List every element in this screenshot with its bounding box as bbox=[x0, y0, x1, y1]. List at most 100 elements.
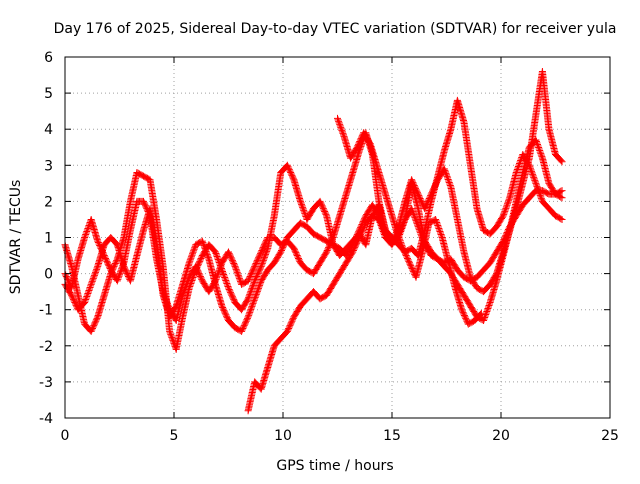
data-point-marker bbox=[235, 273, 243, 281]
data-point-marker bbox=[530, 175, 538, 183]
data-point-marker bbox=[92, 316, 100, 324]
data-point-marker bbox=[245, 292, 253, 300]
data-point-marker bbox=[255, 267, 263, 275]
data-point-marker bbox=[322, 210, 330, 218]
data-point-marker bbox=[335, 119, 343, 127]
data-point-marker bbox=[248, 268, 256, 276]
data-point-marker bbox=[91, 319, 99, 327]
data-point-marker bbox=[259, 258, 267, 266]
data-point-marker bbox=[247, 305, 255, 313]
data-point-marker bbox=[86, 283, 94, 291]
data-point-marker bbox=[196, 257, 204, 265]
data-point-marker bbox=[87, 282, 95, 290]
data-point-marker bbox=[104, 259, 112, 267]
data-point-marker bbox=[86, 285, 94, 293]
data-point-marker bbox=[221, 275, 229, 283]
data-point-marker bbox=[251, 261, 259, 269]
data-point-marker bbox=[168, 333, 176, 341]
data-point-marker bbox=[486, 300, 494, 308]
data-point-marker bbox=[195, 270, 203, 278]
data-point-marker bbox=[298, 200, 306, 208]
y-tick-label: -2 bbox=[39, 339, 53, 355]
data-point-marker bbox=[244, 295, 252, 303]
data-point-marker bbox=[110, 262, 118, 270]
data-point-marker bbox=[248, 302, 256, 310]
data-point-marker bbox=[168, 335, 176, 343]
data-point-marker bbox=[82, 229, 90, 237]
data-point-marker bbox=[284, 163, 292, 171]
chart-title: Day 176 of 2025, Sidereal Day-to-day VTE… bbox=[54, 21, 617, 37]
data-point-marker bbox=[83, 291, 91, 299]
data-point-marker bbox=[262, 249, 270, 257]
data-point-marker bbox=[225, 248, 232, 256]
data-point-marker bbox=[318, 202, 326, 210]
data-point-marker bbox=[436, 227, 444, 235]
data-point-marker bbox=[297, 199, 305, 207]
data-point-marker bbox=[538, 153, 546, 161]
data-point-marker bbox=[295, 256, 303, 264]
data-point-marker bbox=[83, 227, 91, 235]
data-point-marker bbox=[434, 223, 442, 231]
data-point-marker bbox=[193, 265, 201, 273]
data-point-marker bbox=[253, 289, 261, 297]
data-point-marker bbox=[117, 268, 125, 276]
data-point-marker bbox=[259, 256, 267, 264]
x-tick-label: 15 bbox=[383, 428, 401, 444]
data-point-marker bbox=[335, 117, 343, 125]
data-point-marker bbox=[253, 257, 261, 265]
data-point-marker bbox=[226, 251, 234, 259]
data-point-marker bbox=[95, 240, 103, 248]
data-point-marker bbox=[88, 326, 96, 334]
data-point-marker bbox=[515, 161, 523, 169]
data-point-marker bbox=[250, 298, 258, 306]
data-point-marker bbox=[505, 195, 513, 203]
data-point-marker bbox=[558, 194, 566, 202]
y-tick-label: 3 bbox=[44, 158, 53, 174]
data-point-marker bbox=[484, 303, 492, 311]
data-point-marker bbox=[113, 277, 121, 285]
data-point-marker bbox=[291, 246, 299, 254]
data-point-marker bbox=[141, 202, 149, 210]
data-point-marker bbox=[189, 248, 197, 256]
data-point-marker bbox=[248, 301, 256, 309]
data-point-marker bbox=[317, 200, 325, 208]
data-point-marker bbox=[262, 238, 270, 246]
data-point-marker bbox=[338, 128, 346, 136]
data-point-marker bbox=[501, 206, 509, 214]
data-point-marker bbox=[319, 205, 327, 213]
data-point-marker bbox=[260, 255, 268, 263]
data-point-marker bbox=[483, 308, 491, 316]
data-point-marker bbox=[480, 315, 488, 323]
data-point-marker bbox=[530, 173, 538, 181]
y-tick-label: 0 bbox=[44, 267, 53, 283]
y-tick-label: -3 bbox=[39, 375, 53, 391]
data-point-marker bbox=[255, 254, 263, 262]
data-point-marker bbox=[234, 271, 242, 279]
data-point-marker bbox=[250, 278, 258, 286]
data-point-marker bbox=[249, 281, 257, 289]
data-point-marker bbox=[246, 272, 254, 280]
data-point-marker bbox=[536, 148, 544, 156]
data-point-marker bbox=[105, 262, 113, 270]
data-point-marker bbox=[214, 254, 222, 262]
data-point-marker bbox=[256, 251, 264, 259]
data-point-marker bbox=[89, 323, 97, 331]
x-tick-label: 5 bbox=[170, 428, 179, 444]
data-point-marker bbox=[249, 265, 257, 273]
data-point-marker bbox=[229, 258, 237, 266]
data-point-marker bbox=[320, 206, 328, 214]
data-point-marker bbox=[88, 324, 96, 332]
data-point-marker bbox=[222, 277, 230, 285]
data-point-marker bbox=[432, 217, 440, 225]
data-point-marker bbox=[226, 288, 234, 296]
data-point-marker bbox=[187, 253, 195, 261]
data-point-marker bbox=[215, 268, 223, 276]
data-point-marker bbox=[214, 271, 222, 279]
data-point-marker bbox=[227, 254, 235, 262]
data-point-marker bbox=[220, 272, 228, 280]
data-point-marker bbox=[534, 142, 542, 150]
data-point-marker bbox=[437, 229, 445, 237]
data-point-marker bbox=[259, 245, 267, 253]
data-point-marker bbox=[188, 251, 196, 259]
data-point-marker bbox=[257, 249, 265, 257]
